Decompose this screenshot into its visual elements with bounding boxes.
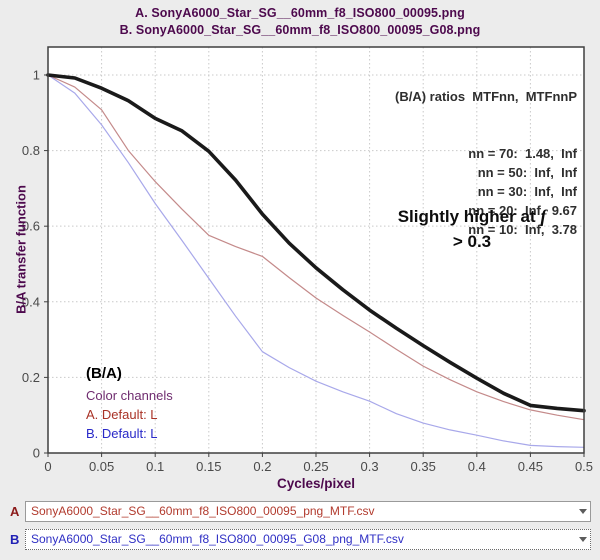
file-a-dropdown-value: SonyA6000_Star_SG__60mm_f8_ISO800_00095_… (31, 504, 375, 518)
figure-titles: A. SonyA6000_Star_SG__60mm_f8_ISO800_000… (0, 5, 600, 39)
x-tick-label: 0.05 (89, 459, 114, 474)
ratios-line: nn = 10: Inf, 3.78 (468, 222, 577, 237)
y-tick-label: 0.2 (22, 370, 40, 385)
chevron-down-icon[interactable] (579, 509, 587, 514)
x-tick-label: 0.15 (196, 459, 221, 474)
y-tick-label: 1 (33, 67, 40, 82)
selector-b-label: B (10, 532, 20, 547)
file-selector-row-b: B SonyA6000_Star_SG__60mm_f8_ISO800_0009… (0, 529, 600, 551)
file-selector-row-a: A SonyA6000_Star_SG__60mm_f8_ISO800_0009… (0, 501, 600, 523)
legend-title: (B/A) (86, 365, 122, 382)
file-b-dropdown[interactable]: SonyA6000_Star_SG__60mm_f8_ISO800_00095_… (25, 529, 591, 550)
file-a-dropdown[interactable]: SonyA6000_Star_SG__60mm_f8_ISO800_00095_… (25, 501, 591, 522)
file-b-dropdown-value: SonyA6000_Star_SG__60mm_f8_ISO800_00095_… (31, 532, 404, 546)
x-tick-label: 0.3 (361, 459, 379, 474)
legend-channel-b: B. Default: L (86, 426, 158, 441)
x-tick-label: 0.35 (411, 459, 436, 474)
plot-background (48, 47, 584, 453)
ratios-line: nn = 30: Inf, Inf (477, 184, 577, 199)
curve-B/A transfer function (bold) (46, 73, 586, 413)
x-tick-label: 0.45 (518, 459, 543, 474)
x-tick-label: 0.5 (575, 459, 593, 474)
x-axis-title: Cycles/pixel (276, 476, 356, 491)
ratios-line: nn = 70: 1.48, Inf (468, 146, 577, 161)
ratios-line: nn = 50: Inf, Inf (477, 165, 577, 180)
y-axis-title: B/A transfer function (13, 185, 29, 314)
y-tick-label: 0.8 (22, 143, 40, 158)
legend-channel-a: A. Default: L (86, 407, 158, 422)
annotation-note: Slightly higher at f > 0.3 (368, 204, 576, 254)
selector-a-label: A (10, 504, 20, 519)
ratios-line: nn = 20: Inf, 9.67 (468, 203, 577, 218)
x-tick-label: 0.2 (253, 459, 271, 474)
title-file-b: B. SonyA6000_Star_SG__60mm_f8_ISO800_000… (119, 23, 481, 37)
ratios-block: (B/A) ratios MTFnn, MTFnnP nn = 70: 1.48… (395, 49, 577, 258)
curve-A: MTF (Default: L) (47, 74, 585, 421)
annotation-line1: Slightly higher at (397, 207, 541, 226)
annotation-italic-f: f (540, 206, 547, 226)
legend-subtitle: Color channels (86, 388, 173, 403)
title-file-a: A. SonyA6000_Star_SG__60mm_f8_ISO800_000… (135, 6, 465, 20)
ratios-header: (B/A) ratios MTFnn, MTFnnP (395, 89, 577, 104)
x-tick-label: 0.4 (468, 459, 486, 474)
annotation-line2: > 0.3 (452, 232, 492, 251)
chevron-down-icon[interactable] (579, 537, 587, 542)
mtf-plot-canvas: 0 0.05 0.1 0.15 0.2 0.25 0.3 0.35 0.4 0.45 0.5 0 0.2… (22, 46, 593, 474)
x-tick-label: 0.25 (303, 459, 328, 474)
x-tick-label: 0.1 (146, 459, 164, 474)
ratios-lines: nn = 70: 1.48, Inf nn = 50: Inf, Inf nn = … (395, 144, 577, 239)
y-tick-label: 0.4 (22, 294, 40, 309)
y-tick-label: 0 (33, 446, 40, 461)
y-tick-label: 0.6 (22, 219, 40, 234)
plot-legend: (B/A) Color channels A. Default: L B. De… (86, 364, 173, 443)
plot-border (47, 46, 585, 454)
curve-B: MTF (Default: L) (47, 74, 585, 448)
x-tick-label: 0 (44, 459, 51, 474)
